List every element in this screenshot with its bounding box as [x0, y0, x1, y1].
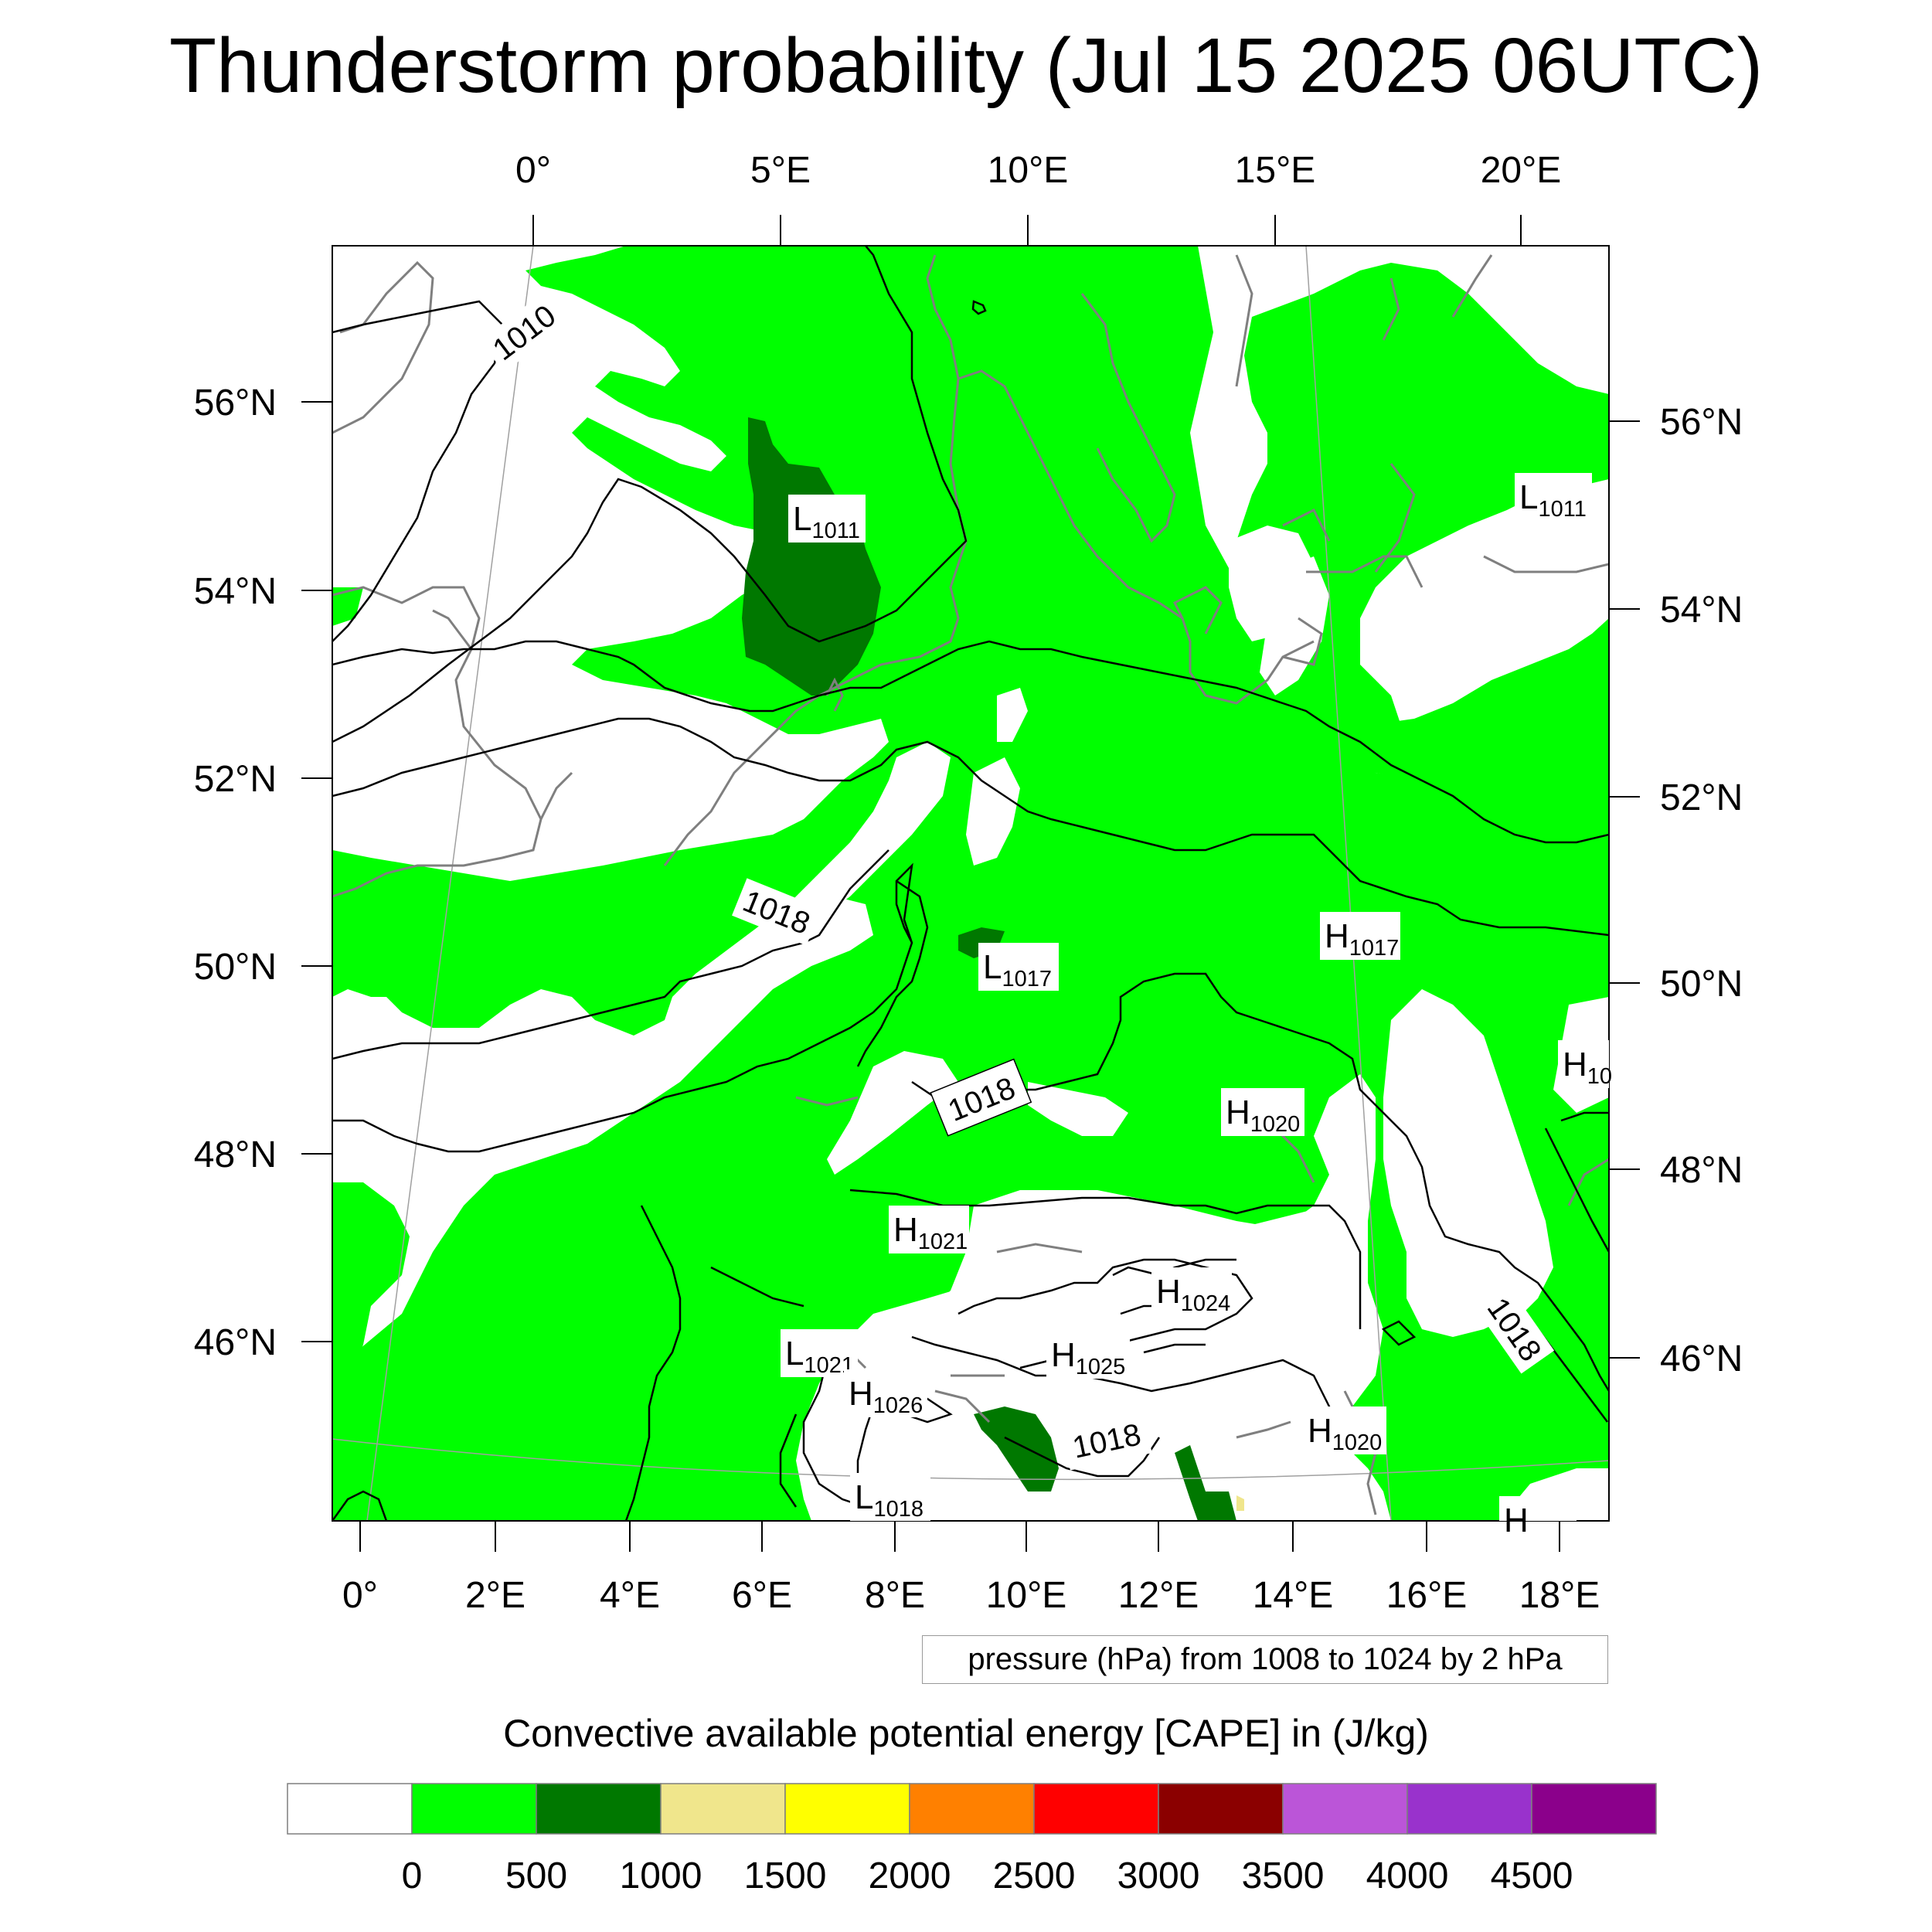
lon-tick-label: 15°E — [1235, 150, 1316, 191]
lon-tick-label: 14°E — [1253, 1575, 1334, 1616]
svg-text:H1021: H1021 — [893, 1211, 968, 1254]
lat-tick-label: 54°N — [194, 571, 277, 612]
lon-tick-label: 20°E — [1481, 150, 1562, 191]
svg-text:L1011: L1011 — [793, 500, 860, 543]
pressure-center: H — [1499, 1496, 1577, 1539]
lat-tick-label: 56°N — [1660, 402, 1743, 443]
colorbar-tick-label: 2000 — [869, 1855, 951, 1896]
colorbar-tick-label: 1500 — [744, 1855, 827, 1896]
pressure-center: H1020 — [1303, 1406, 1386, 1455]
colorbar-swatch — [1531, 1783, 1657, 1835]
pressure-center: H1026 — [844, 1369, 927, 1418]
pressure-center: H1017 — [1320, 912, 1400, 961]
pressure-center: L1011 — [788, 495, 866, 543]
lon-tick-label: 18°E — [1519, 1575, 1600, 1616]
pressure-center: H1024 — [1151, 1267, 1232, 1316]
lat-tick-label: 52°N — [194, 759, 277, 800]
pressure-center: L1018 — [850, 1473, 930, 1522]
lon-tick-label: 8°E — [865, 1575, 925, 1616]
lat-tick-label: 46°N — [1660, 1338, 1743, 1379]
right-latitude-labels: 56°N 54°N 52°N 50°N 48°N 46°N — [1660, 402, 1743, 1379]
svg-text:H1026: H1026 — [849, 1375, 923, 1418]
svg-text:L1021: L1021 — [785, 1335, 854, 1378]
colorbar-tick-label: 4500 — [1491, 1855, 1573, 1896]
svg-text:H1017: H1017 — [1325, 917, 1399, 961]
colorbar-swatch — [1158, 1783, 1284, 1835]
colorbar-tick-label: 2500 — [993, 1855, 1076, 1896]
svg-text:L1011: L1011 — [1519, 478, 1587, 522]
colorbar-tick-label: 1000 — [620, 1855, 702, 1896]
map-frame — [332, 245, 1610, 1522]
axis-ticks — [301, 215, 1640, 1552]
pressure-center: H10 — [1558, 1040, 1612, 1089]
colorbar-tick-label: 4000 — [1366, 1855, 1449, 1896]
lat-tick-label: 54°N — [1660, 590, 1743, 631]
colorbar-swatch — [1282, 1783, 1408, 1835]
lon-tick-label: 4°E — [600, 1575, 660, 1616]
svg-text:H1024: H1024 — [1156, 1273, 1230, 1316]
colorbar-tick-label: 0 — [402, 1855, 423, 1896]
lat-tick-label: 46°N — [194, 1322, 277, 1363]
isobars — [332, 246, 1609, 1521]
lon-tick-label: 6°E — [732, 1575, 792, 1616]
lat-tick-label: 56°N — [194, 383, 277, 423]
contour-info-note: pressure (hPa) from 1008 to 1024 by 2 hP… — [922, 1635, 1608, 1684]
lat-tick-label: 48°N — [1660, 1150, 1743, 1191]
svg-text:H1020: H1020 — [1308, 1412, 1382, 1455]
colorbar-swatch — [1033, 1783, 1159, 1835]
lon-tick-label: 12°E — [1118, 1575, 1199, 1616]
svg-text:H: H — [1504, 1502, 1529, 1539]
pressure-center: H1025 — [1046, 1331, 1130, 1379]
lat-tick-label: 50°N — [1660, 964, 1743, 1005]
colorbar-swatch — [909, 1783, 1035, 1835]
lat-tick-label: 52°N — [1660, 777, 1743, 818]
colorbar-tick-label: 500 — [505, 1855, 567, 1896]
graticule — [332, 246, 1609, 1521]
pressure-center: H1020 — [1221, 1088, 1304, 1137]
lon-tick-label: 16°E — [1386, 1575, 1468, 1616]
colorbar-title: Convective available potential energy [C… — [503, 1712, 1429, 1755]
colorbar-swatch — [411, 1783, 537, 1835]
colorbar-swatch — [536, 1783, 662, 1835]
isobar-label-1018: 1018 — [1061, 1410, 1152, 1471]
lat-tick-label: 48°N — [194, 1134, 277, 1175]
pressure-center: L1021 — [781, 1329, 858, 1378]
map-panel — [332, 245, 1610, 1522]
svg-text:L1017: L1017 — [983, 948, 1052, 992]
coastlines — [332, 254, 1609, 1515]
cape-1000-1500-spot — [1236, 1495, 1244, 1511]
svg-text:L1018: L1018 — [855, 1478, 923, 1522]
colorbar-swatch — [287, 1783, 413, 1835]
pressure-centers: L1011 L1011 L1017 H1017 H10 H1020 H1021 — [781, 473, 1612, 1539]
map-title: Thunderstorm probability (Jul 15 2025 06… — [168, 22, 1764, 109]
pressure-center: L1017 — [978, 943, 1059, 992]
lon-tick-label: 10°E — [988, 150, 1069, 191]
cape-colorbar: 0 500 1000 1500 2000 2500 3000 3500 4000 4500 — [287, 1783, 1657, 1896]
lon-tick-label: 0° — [515, 150, 551, 191]
pressure-center: L1011 — [1515, 473, 1592, 522]
left-latitude-labels: 56°N 54°N 52°N 50°N 48°N 46°N — [194, 383, 277, 1363]
bottom-longitude-labels: 0° 2°E 4°E 6°E 8°E 10°E 12°E 14°E 16°E 1… — [342, 1575, 1600, 1616]
svg-text:H1025: H1025 — [1051, 1336, 1125, 1379]
colorbar-swatch — [784, 1783, 910, 1835]
no-cape-areas — [680, 526, 1609, 1521]
lon-tick-label: 0° — [342, 1575, 378, 1616]
lon-tick-label: 10°E — [986, 1575, 1067, 1616]
colorbar-swatch — [660, 1783, 786, 1835]
pressure-center: H1021 — [889, 1206, 969, 1254]
svg-text:H1020: H1020 — [1226, 1094, 1300, 1137]
lon-tick-label: 5°E — [750, 150, 811, 191]
lon-tick-label: 2°E — [465, 1575, 526, 1616]
colorbar-tick-label: 3000 — [1117, 1855, 1200, 1896]
lat-tick-label: 50°N — [194, 947, 277, 988]
colorbar-swatch — [1406, 1783, 1532, 1835]
top-longitude-labels: 0° 5°E 10°E 15°E 20°E — [515, 150, 1561, 191]
colorbar-tick-label: 3500 — [1242, 1855, 1325, 1896]
svg-text:H10: H10 — [1563, 1046, 1612, 1089]
cape-0-500-area — [332, 246, 1609, 1521]
